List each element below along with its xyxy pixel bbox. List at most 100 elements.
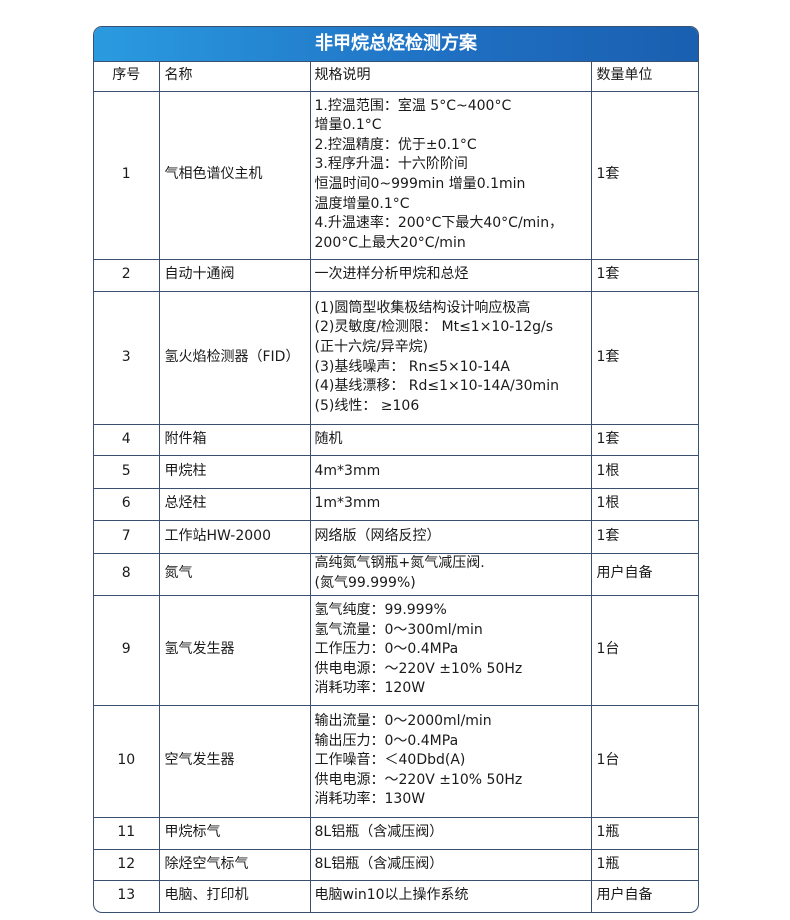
spec-line: 4.升温速率：200°C下最大40°C/min， [314, 215, 564, 232]
spec-line: 输出流量：0～2000ml/min [314, 713, 492, 730]
row-number: 6 [94, 487, 160, 521]
header-name: 名称 [158, 62, 311, 92]
table-row: 7 工作站HW-2000 网络版（网络反控） 1套 [94, 519, 698, 554]
item-name: 甲烷柱 [158, 454, 311, 489]
item-quantity: 1根 [590, 454, 698, 489]
header-spec: 规格说明 [309, 62, 592, 92]
table-row: 3 氢火焰检测器（FID） (1)圆筒型收集极结构设计响应极高 (2)灵敏度/检测限：… [94, 290, 698, 425]
spec-line: 消耗功率：120W [314, 680, 426, 697]
spec-line: 8L铝瓶（含减压阀） [314, 855, 444, 872]
item-name: 气相色谱仪主机 [158, 90, 311, 260]
item-name: 除烃空气标气 [158, 848, 311, 881]
spec-line: 3.程序升温：十六阶阶间 [314, 156, 468, 173]
table-row: 6 总烃柱 1m*3mm 1根 [94, 487, 698, 521]
item-quantity: 1瓶 [590, 816, 698, 850]
spec-line: 消耗功率：130W [314, 791, 426, 808]
item-spec: 4m*3mm [309, 454, 592, 489]
spec-line: 200°C上最大20°C/min [314, 234, 466, 251]
item-quantity: 1套 [590, 290, 698, 425]
table-row: 9 氢气发生器 氢气纯度：99.999% 氢气流量：0～300ml/min 工作压力：0… [94, 594, 698, 706]
item-name: 电脑、打印机 [158, 879, 311, 912]
spec-line: 电脑win10以上操作系统 [314, 887, 469, 904]
item-name: 附件箱 [158, 423, 311, 456]
spec-line: 一次进样分析甲烷和总烃 [314, 266, 469, 283]
row-number: 2 [94, 258, 160, 292]
spec-line: (4)基线漂移： Rd≤1×10-14A/30min [314, 378, 559, 395]
table-row: 5 甲烷柱 4m*3mm 1根 [94, 454, 698, 489]
item-spec: 高纯氮气钢瓶+氮气减压阀. (氮气99.999%) [309, 552, 592, 596]
table-row: 1 气相色谱仪主机 1.控温范围：室温 5°C~400°C 增量0.1°C 2.控温精度… [94, 90, 698, 260]
row-number: 11 [94, 816, 160, 850]
item-quantity: 1台 [590, 594, 698, 706]
spec-line: (正十六烷/异辛烷) [314, 338, 429, 355]
table-row: 2 自动十通阀 一次进样分析甲烷和总烃 1套 [94, 258, 698, 292]
spec-line: 工作噪音：＜40Dbd(A) [314, 752, 466, 769]
spec-line: 2.控温精度：优于±0.1°C [314, 136, 477, 153]
spec-line: 随机 [314, 430, 343, 447]
plan-table-card: 非甲烷总烃检测方案 序号 名称 规格说明 数量单位 1 气相色谱仪主机 1.控温范围… [93, 26, 699, 913]
table-row: 13 电脑、打印机 电脑win10以上操作系统 用户自备 [94, 879, 698, 912]
row-number: 5 [94, 454, 160, 489]
table-row: 12 除烃空气标气 8L铝瓶（含减压阀） 1瓶 [94, 848, 698, 881]
item-spec: 氢气纯度：99.999% 氢气流量：0～300ml/min 工作压力：0～0.4MP… [309, 594, 592, 706]
item-spec: 输出流量：0～2000ml/min 输出压力：0～0.4MPa 工作噪音：＜40Db… [309, 704, 592, 818]
header-qty: 数量单位 [590, 62, 698, 92]
item-name: 氮气 [158, 552, 311, 596]
item-quantity: 用户自备 [590, 552, 698, 596]
spec-line: 1m*3mm [314, 495, 381, 512]
row-number: 12 [94, 848, 160, 881]
row-number: 1 [94, 90, 160, 260]
row-number: 4 [94, 423, 160, 456]
row-number: 10 [94, 704, 160, 818]
spec-line: (2)灵敏度/检测限： Mt≤1×10-12g/s [314, 319, 554, 336]
spec-line: 供电电源：～220V ±10% 50Hz [314, 771, 523, 788]
table-title: 非甲烷总烃检测方案 [94, 27, 698, 62]
spec-line: (5)线性： ≥106 [314, 397, 420, 414]
item-spec: 电脑win10以上操作系统 [309, 879, 592, 912]
item-quantity: 1套 [590, 519, 698, 554]
spec-line: 增量0.1°C [314, 117, 382, 134]
header-no: 序号 [94, 62, 160, 92]
spec-line: (氮气99.999%) [314, 575, 416, 591]
item-spec: 1m*3mm [309, 487, 592, 521]
spec-line: 氢气纯度：99.999% [314, 602, 447, 619]
header-row: 序号 名称 规格说明 数量单位 [94, 62, 698, 92]
spec-line: 网络版（网络反控） [314, 527, 441, 544]
row-number: 7 [94, 519, 160, 554]
item-spec: 随机 [309, 423, 592, 456]
spec-line: 供电电源：～220V ±10% 50Hz [314, 660, 523, 677]
item-quantity: 1根 [590, 487, 698, 521]
item-quantity: 1瓶 [590, 848, 698, 881]
item-spec: (1)圆筒型收集极结构设计响应极高 (2)灵敏度/检测限： Mt≤1×10-12g… [309, 290, 592, 425]
item-quantity: 1套 [590, 258, 698, 292]
spec-line: 温度增量0.1°C [314, 195, 410, 212]
row-number: 13 [94, 879, 160, 912]
spec-line: 1.控温范围：室温 5°C~400°C [314, 97, 512, 114]
item-name: 自动十通阀 [158, 258, 311, 292]
row-number: 8 [94, 552, 160, 596]
spec-line: 氢气流量：0～300ml/min [314, 621, 483, 638]
row-number: 9 [94, 594, 160, 706]
item-name: 氢火焰检测器（FID） [158, 290, 311, 425]
item-name: 空气发生器 [158, 704, 311, 818]
item-name: 氢气发生器 [158, 594, 311, 706]
row-number: 3 [94, 290, 160, 425]
spec-line: 4m*3mm [314, 462, 381, 479]
item-spec: 1.控温范围：室温 5°C~400°C 增量0.1°C 2.控温精度：优于±0.1°… [309, 90, 592, 260]
spec-line: 高纯氮气钢瓶+氮气减压阀. [314, 555, 485, 572]
spec-line: (3)基线噪声： Rn≤5×10-14A [314, 358, 511, 375]
spec-line: 输出压力：0～0.4MPa [314, 732, 459, 749]
item-spec: 一次进样分析甲烷和总烃 [309, 258, 592, 292]
item-quantity: 用户自备 [590, 879, 698, 912]
item-quantity: 1套 [590, 423, 698, 456]
item-name: 甲烷标气 [158, 816, 311, 850]
table-row: 10 空气发生器 输出流量：0～2000ml/min 输出压力：0～0.4MPa 工作噪… [94, 704, 698, 818]
item-name: 工作站HW-2000 [158, 519, 311, 554]
spec-line: 8L铝瓶（含减压阀） [314, 824, 444, 841]
table-row: 8 氮气 高纯氮气钢瓶+氮气减压阀. (氮气99.999%) 用户自备 [94, 552, 698, 596]
spec-line: (1)圆筒型收集极结构设计响应极高 [314, 299, 531, 316]
item-spec: 网络版（网络反控） [309, 519, 592, 554]
table-row: 4 附件箱 随机 1套 [94, 423, 698, 456]
item-quantity: 1套 [590, 90, 698, 260]
item-quantity: 1台 [590, 704, 698, 818]
